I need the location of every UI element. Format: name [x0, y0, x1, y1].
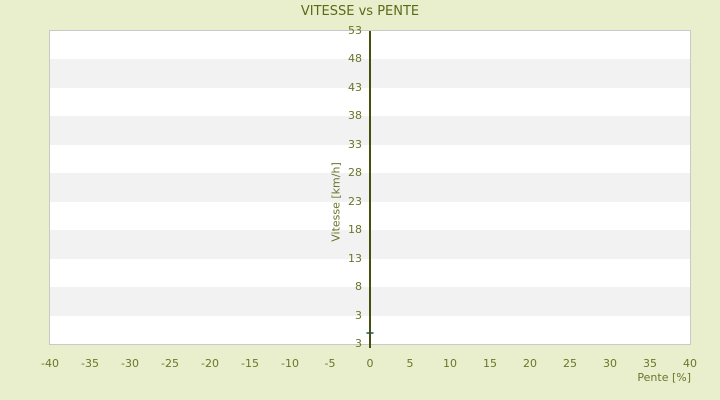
x-tick-label: 30 [603, 357, 617, 370]
y-tick-label: 8 [355, 280, 362, 294]
x-tick-label: 35 [643, 357, 657, 370]
y-tick-label: 23 [348, 194, 362, 208]
y-tick-label: 18 [348, 223, 362, 237]
x-tick-label: -5 [324, 357, 336, 370]
x-tick-label: 10 [443, 357, 457, 370]
x-tick-label: 5 [406, 357, 414, 370]
y-tick-label: 3 [355, 308, 362, 322]
x-tick-label: 0 [366, 357, 374, 370]
plot-area: Vitesse [km/h] Pente [%] 53 48 43 38 33 28 23 1… [41, 25, 697, 385]
y-tick-label: 53 [348, 24, 362, 37]
y-tick-label: 48 [348, 52, 362, 66]
x-tick-label: -10 [281, 357, 299, 370]
y-tick-label: 43 [348, 80, 362, 94]
y-tick-label: 38 [348, 109, 362, 123]
x-tick-label: -15 [241, 357, 259, 370]
x-tick-label: 15 [483, 357, 497, 370]
x-axis-title: Pente [%] [637, 371, 691, 384]
x-tick-label: 20 [523, 357, 537, 370]
y-tick-label: 33 [348, 137, 362, 151]
chart-title: VITESSE vs PENTE [300, 4, 420, 19]
x-tick-label: -30 [121, 357, 139, 370]
x-tick-label: -20 [201, 357, 219, 370]
y-tick-label: 13 [348, 251, 362, 265]
x-tick-label: 25 [563, 357, 577, 370]
x-tick-label: -35 [81, 357, 99, 370]
x-tick-label: -25 [161, 357, 179, 370]
x-tick-label: 40 [683, 357, 697, 370]
x-tick-label: -40 [41, 357, 59, 370]
y-tick-label: 28 [348, 166, 362, 180]
y-tick-label: 3 [355, 337, 362, 350]
y-axis-line [369, 31, 371, 348]
